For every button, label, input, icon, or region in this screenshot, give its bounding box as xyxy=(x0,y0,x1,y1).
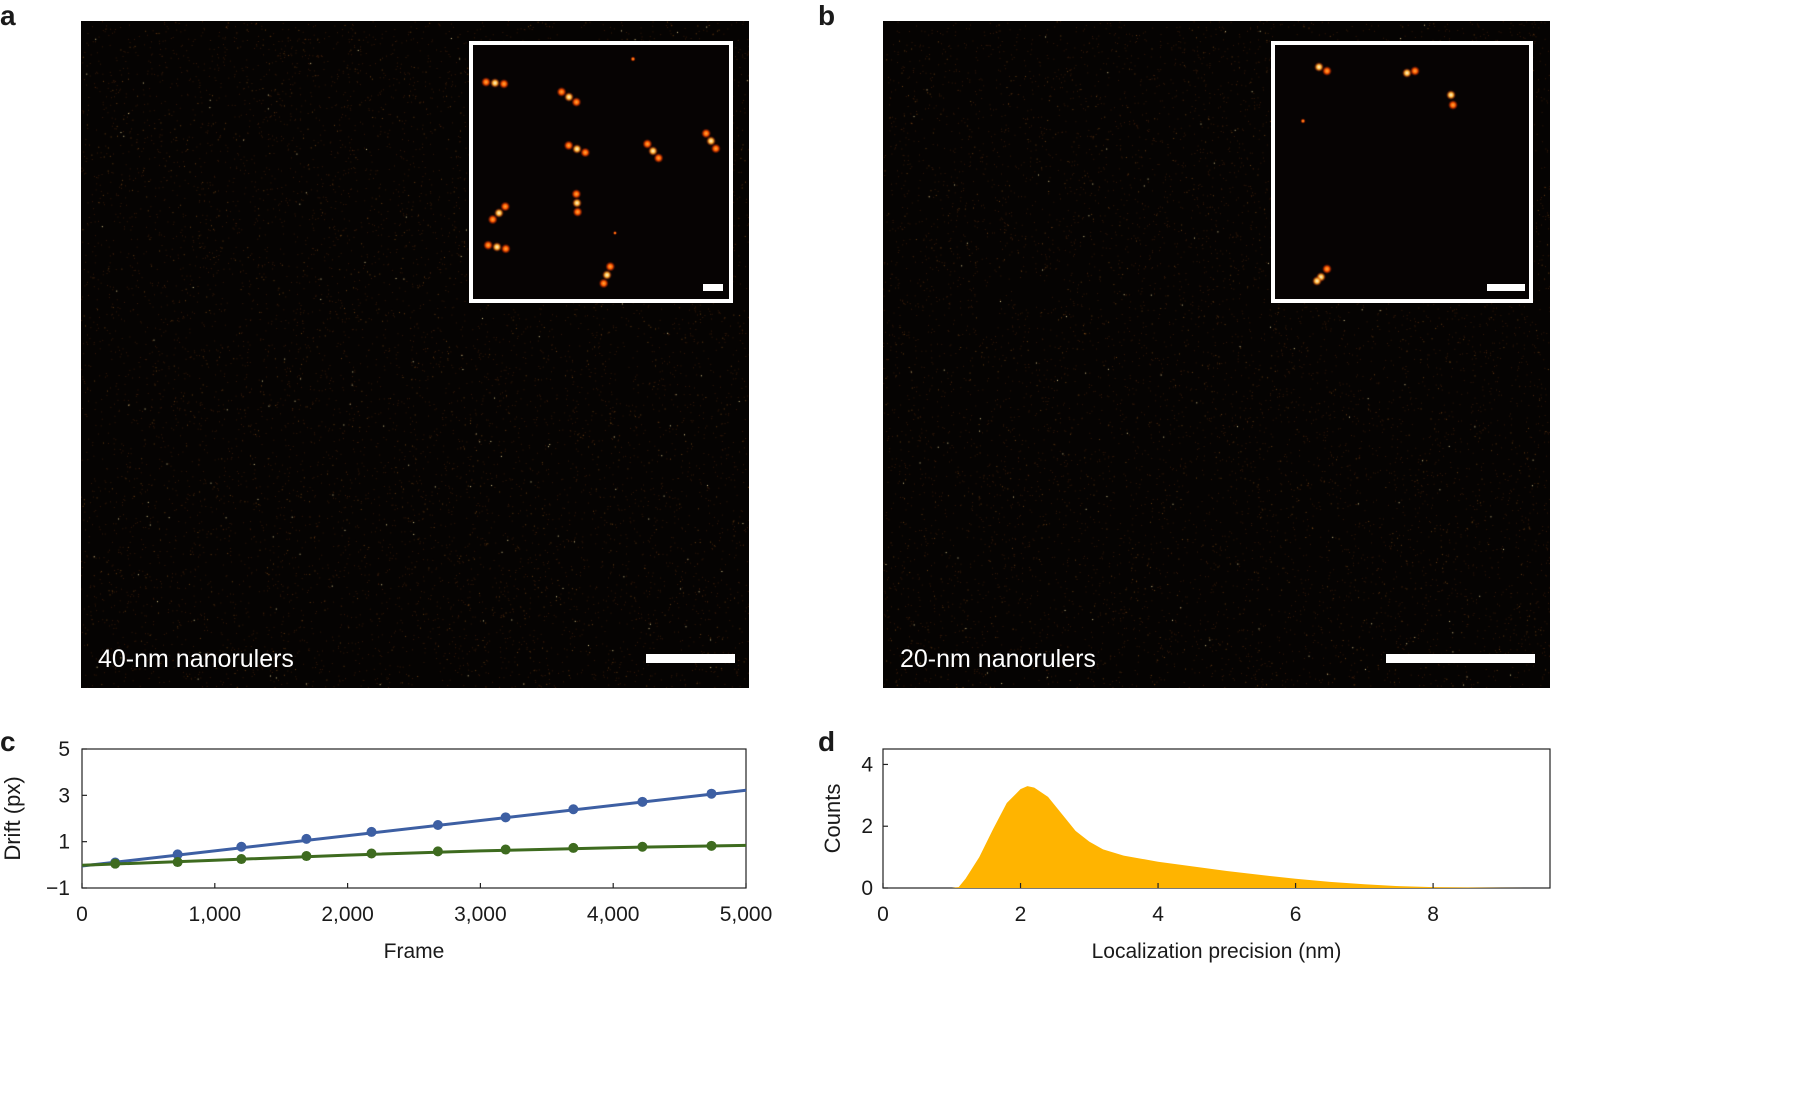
panel-letter-c: c xyxy=(0,726,16,757)
y-tick-label: 4 xyxy=(861,753,873,776)
inset-40nm-spots xyxy=(473,45,729,299)
series-point xyxy=(366,848,377,859)
x-tick-label: 2 xyxy=(1015,903,1027,926)
scale-bar xyxy=(646,654,735,663)
y-axis-label: Drift (px) xyxy=(0,776,25,860)
series-point xyxy=(366,826,377,837)
x-tick-label: 2,000 xyxy=(321,903,374,926)
panel-letter-b: b xyxy=(818,0,836,31)
series-point xyxy=(568,804,579,815)
series-point xyxy=(706,788,717,799)
micrograph-40nm: 40-nm nanorulers xyxy=(81,21,749,688)
y-tick-label: 0 xyxy=(861,877,873,900)
y-tick-label: 3 xyxy=(58,784,70,807)
y-tick-label: 5 xyxy=(58,738,70,761)
inset-scale-bar xyxy=(1487,284,1525,291)
histogram-area xyxy=(883,786,1537,888)
series-point xyxy=(236,841,247,852)
inset-40nm xyxy=(469,41,733,303)
x-tick-label: 6 xyxy=(1290,903,1302,926)
panel-letter-a: a xyxy=(0,0,16,31)
y-tick-label: 1 xyxy=(58,831,70,854)
precision-histogram: 0 2 4 6 8 0 2 4 Localization precision (nm) Count… xyxy=(820,748,1551,963)
micrograph-label: 40-nm nanorulers xyxy=(98,645,294,673)
series-point xyxy=(236,854,247,865)
x-tick-label: 4 xyxy=(1152,903,1164,926)
scale-bar xyxy=(1386,654,1535,663)
micrograph-20nm: 20-nm nanorulers xyxy=(883,21,1550,688)
x-tick-label: 0 xyxy=(76,903,88,926)
x-tick-label: 3,000 xyxy=(454,903,507,926)
series-point xyxy=(637,796,648,807)
series-point xyxy=(432,846,443,857)
inset-20nm-spots xyxy=(1275,45,1529,299)
series-point xyxy=(706,840,717,851)
inset-scale-bar xyxy=(703,284,723,291)
x-tick-label: 1,000 xyxy=(189,903,242,926)
drift-chart: 0 1,000 2,000 3,000 4,000 5,000 −1 1 3 5 Frame Drif… xyxy=(0,738,773,963)
series-point xyxy=(637,841,648,852)
micrograph-label: 20-nm nanorulers xyxy=(900,645,1096,673)
series-point xyxy=(500,844,511,855)
series-point xyxy=(432,819,443,830)
series-point xyxy=(568,842,579,853)
x-axis-label: Frame xyxy=(384,940,445,963)
panel-letter-d: d xyxy=(818,726,836,757)
inset-20nm xyxy=(1271,41,1533,303)
plot-frame xyxy=(81,748,747,889)
y-tick-label: −1 xyxy=(46,877,70,900)
x-tick-label: 5,000 xyxy=(720,903,773,926)
series-fit-line xyxy=(81,788,747,868)
x-tick-label: 0 xyxy=(877,903,889,926)
series-point xyxy=(301,833,312,844)
series-fit-line xyxy=(81,843,747,867)
y-tick-label: 2 xyxy=(861,815,873,838)
series-point xyxy=(172,849,183,860)
series-point xyxy=(301,851,312,862)
x-tick-label: 8 xyxy=(1427,903,1439,926)
series-point xyxy=(500,812,511,823)
y-axis-label: Counts xyxy=(820,784,845,854)
series-point xyxy=(172,857,183,868)
series-point xyxy=(110,858,121,869)
x-axis-label: Localization precision (nm) xyxy=(1092,940,1342,963)
x-tick-label: 4,000 xyxy=(587,903,640,926)
